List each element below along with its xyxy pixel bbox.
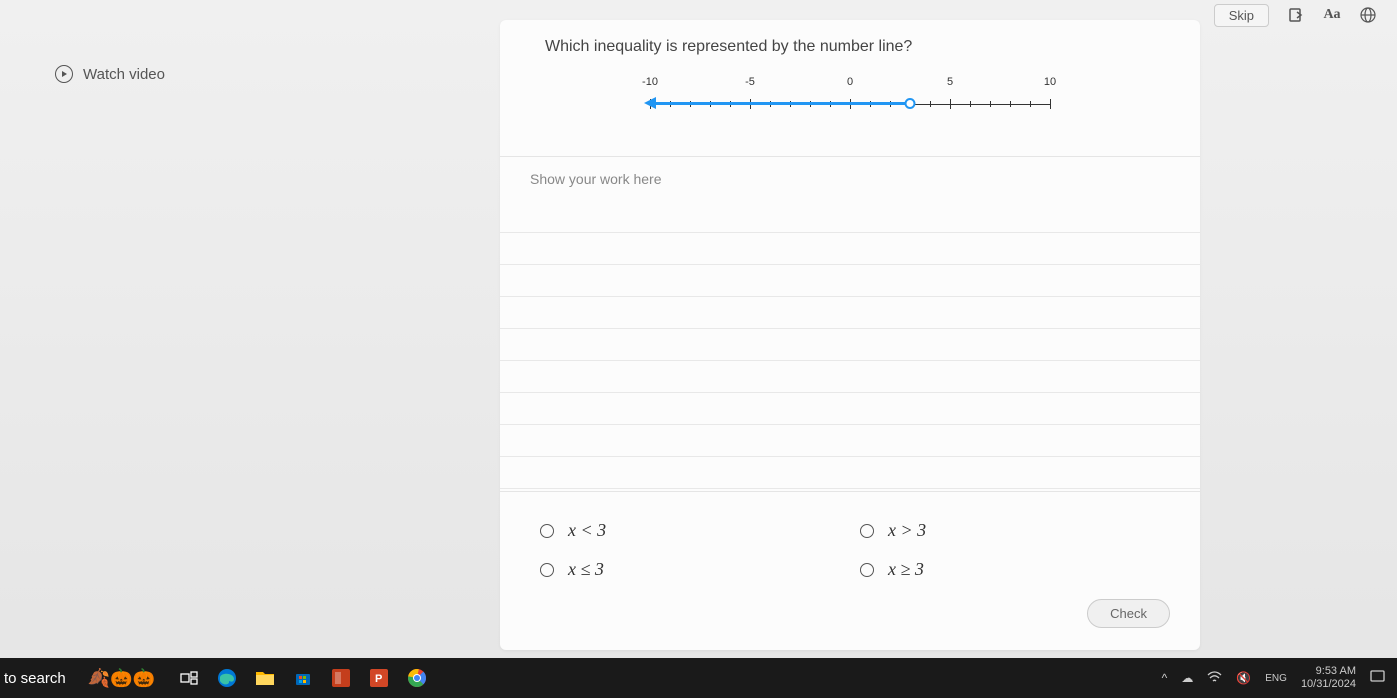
taskbar: to search 🍂🎃🎃 P ^ ☁ 🔇 ENG 9:53 AM 10/31/… <box>0 658 1397 698</box>
check-button[interactable]: Check <box>1087 599 1170 628</box>
tray-volume-icon[interactable]: 🔇 <box>1236 671 1251 685</box>
chrome-icon[interactable] <box>403 664 431 692</box>
watch-video-link[interactable]: Watch video <box>55 65 165 83</box>
answer-option-a[interactable]: x < 3 <box>540 520 840 541</box>
taskbar-tray: ^ ☁ 🔇 ENG 9:53 AM 10/31/2024 <box>1162 665 1397 691</box>
font-size-icon[interactable]: Aa <box>1323 6 1341 24</box>
radio-icon <box>860 563 874 577</box>
answer-label: x ≤ 3 <box>568 559 604 580</box>
globe-lang-icon[interactable] <box>1359 6 1377 24</box>
question-card: Which inequality is represented by the n… <box>500 20 1200 650</box>
radio-icon <box>860 524 874 538</box>
screen: Skip Aa Watch video Which inequality is … <box>0 0 1397 698</box>
task-view-icon[interactable] <box>175 664 203 692</box>
number-line: -10-50510 <box>500 66 1200 156</box>
top-bar: Skip Aa <box>1214 0 1397 30</box>
answer-option-c[interactable]: x ≤ 3 <box>540 559 840 580</box>
answer-option-d[interactable]: x ≥ 3 <box>860 559 1160 580</box>
radio-icon <box>540 563 554 577</box>
answer-option-b[interactable]: x > 3 <box>860 520 1160 541</box>
open-external-icon[interactable] <box>1287 6 1305 24</box>
file-explorer-icon[interactable] <box>251 664 279 692</box>
taskbar-app-icons: P <box>163 664 431 692</box>
answer-label: x ≥ 3 <box>888 559 924 580</box>
answer-label: x > 3 <box>888 520 926 541</box>
work-label: Show your work here <box>500 157 1200 201</box>
answer-label: x < 3 <box>568 520 606 541</box>
lined-paper[interactable] <box>500 201 1200 491</box>
clock-date: 10/31/2024 <box>1301 678 1356 691</box>
taskbar-clock[interactable]: 9:53 AM 10/31/2024 <box>1301 665 1356 691</box>
store-icon[interactable] <box>289 664 317 692</box>
tray-input-icon[interactable]: ENG <box>1265 673 1287 684</box>
tray-notifications-icon[interactable] <box>1370 669 1385 687</box>
clock-time: 9:53 AM <box>1301 665 1356 678</box>
tray-onedrive-icon[interactable]: ☁ <box>1181 671 1193 685</box>
watch-video-label: Watch video <box>83 66 165 83</box>
work-area[interactable]: Show your work here <box>500 156 1200 492</box>
skip-button[interactable]: Skip <box>1214 4 1269 27</box>
powerpoint-icon[interactable]: P <box>365 664 393 692</box>
tray-wifi-icon[interactable] <box>1207 671 1222 686</box>
radio-icon <box>540 524 554 538</box>
play-icon <box>55 65 73 83</box>
app-icon[interactable] <box>327 664 355 692</box>
question-text: Which inequality is represented by the n… <box>500 20 1200 66</box>
taskbar-search-text[interactable]: to search <box>0 670 80 687</box>
answer-grid: x < 3 x > 3 x ≤ 3 x ≥ 3 <box>500 492 1200 580</box>
svg-text:P: P <box>375 673 382 685</box>
taskbar-seasonal-icon: 🍂🎃🎃 <box>80 668 163 689</box>
tray-chevron-icon[interactable]: ^ <box>1162 671 1168 685</box>
edge-icon[interactable] <box>213 664 241 692</box>
